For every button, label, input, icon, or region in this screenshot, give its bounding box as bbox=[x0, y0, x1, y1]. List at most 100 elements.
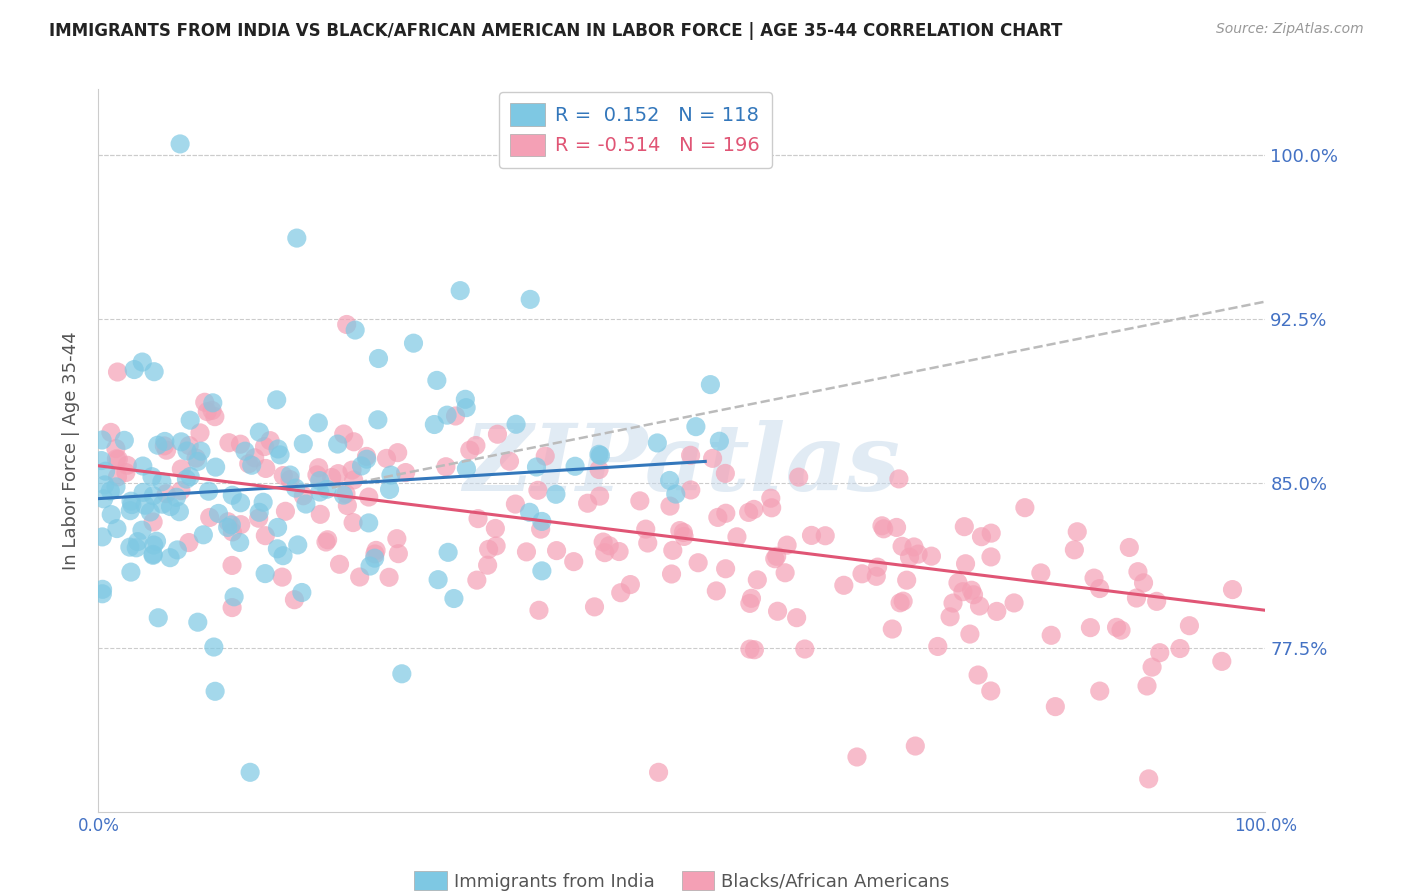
Point bbox=[534, 449, 557, 463]
Point bbox=[254, 461, 277, 475]
Point bbox=[387, 547, 409, 561]
Point bbox=[156, 443, 179, 458]
Point bbox=[316, 533, 339, 547]
Point bbox=[744, 642, 766, 657]
Point bbox=[132, 485, 155, 500]
Point bbox=[562, 555, 585, 569]
Point bbox=[742, 502, 765, 516]
Point bbox=[91, 530, 114, 544]
Text: IMMIGRANTS FROM INDIA VS BLACK/AFRICAN AMERICAN IN LABOR FORCE | AGE 35-44 CORRE: IMMIGRANTS FROM INDIA VS BLACK/AFRICAN A… bbox=[49, 22, 1063, 40]
Point bbox=[356, 450, 378, 464]
Point bbox=[125, 541, 148, 555]
Point bbox=[187, 454, 209, 468]
Point bbox=[229, 517, 252, 532]
Point bbox=[588, 462, 610, 476]
Point bbox=[104, 480, 127, 494]
Point bbox=[177, 535, 200, 549]
Point bbox=[907, 547, 929, 561]
Point bbox=[846, 750, 869, 764]
Point bbox=[765, 549, 787, 564]
Point bbox=[1109, 623, 1132, 637]
Point bbox=[1146, 594, 1168, 608]
Point bbox=[647, 436, 669, 450]
Text: ZIPatlas: ZIPatlas bbox=[464, 420, 900, 510]
Point bbox=[221, 600, 243, 615]
Point bbox=[340, 463, 363, 477]
Point bbox=[952, 584, 974, 599]
Point bbox=[387, 445, 409, 459]
Point bbox=[865, 569, 887, 583]
Point bbox=[391, 666, 413, 681]
Point bbox=[1137, 772, 1160, 786]
Point bbox=[1168, 641, 1191, 656]
Point bbox=[668, 524, 690, 538]
Point bbox=[456, 401, 478, 415]
Point bbox=[1083, 571, 1105, 585]
Point bbox=[515, 545, 537, 559]
Point bbox=[709, 434, 731, 449]
Point bbox=[308, 460, 330, 475]
Point bbox=[332, 488, 354, 502]
Point bbox=[350, 458, 373, 473]
Point bbox=[233, 444, 256, 458]
Point bbox=[146, 438, 169, 452]
Point bbox=[328, 558, 350, 572]
Point bbox=[266, 520, 288, 534]
Point bbox=[589, 449, 612, 463]
Text: Source: ZipAtlas.com: Source: ZipAtlas.com bbox=[1216, 22, 1364, 37]
Point bbox=[714, 506, 737, 520]
Point bbox=[662, 543, 685, 558]
Point bbox=[395, 466, 418, 480]
Point bbox=[449, 284, 471, 298]
Point bbox=[120, 494, 142, 508]
Point bbox=[204, 460, 226, 475]
Point bbox=[142, 489, 165, 503]
Point bbox=[1211, 654, 1233, 668]
Point bbox=[423, 417, 446, 432]
Point bbox=[98, 483, 121, 498]
Point bbox=[252, 495, 274, 509]
Point bbox=[176, 444, 198, 458]
Point bbox=[271, 570, 294, 584]
Point bbox=[702, 451, 724, 466]
Point bbox=[546, 543, 568, 558]
Point bbox=[485, 539, 508, 553]
Point bbox=[891, 594, 914, 608]
Point bbox=[121, 498, 143, 512]
Point bbox=[960, 583, 983, 598]
Point bbox=[131, 523, 153, 537]
Point bbox=[100, 425, 122, 440]
Point bbox=[456, 461, 478, 475]
Point bbox=[980, 526, 1002, 541]
Point bbox=[91, 582, 114, 597]
Point bbox=[953, 519, 976, 533]
Point bbox=[747, 573, 769, 587]
Point bbox=[679, 483, 702, 497]
Point bbox=[142, 547, 165, 561]
Point bbox=[335, 486, 357, 500]
Point bbox=[740, 591, 762, 606]
Point bbox=[530, 522, 553, 536]
Point bbox=[364, 547, 387, 561]
Point bbox=[336, 499, 359, 513]
Point bbox=[166, 543, 188, 558]
Point bbox=[155, 486, 177, 500]
Point bbox=[505, 497, 527, 511]
Point bbox=[364, 543, 387, 558]
Point bbox=[267, 442, 290, 456]
Point bbox=[793, 642, 815, 657]
Point bbox=[688, 556, 710, 570]
Point bbox=[970, 530, 993, 544]
Point bbox=[184, 451, 207, 466]
Point bbox=[458, 443, 481, 458]
Point bbox=[363, 551, 385, 566]
Point bbox=[896, 573, 918, 587]
Point bbox=[271, 549, 294, 563]
Point bbox=[343, 473, 366, 487]
Point bbox=[239, 765, 262, 780]
Point bbox=[344, 323, 367, 337]
Point bbox=[336, 318, 359, 332]
Legend: R =  0.152   N = 118, R = -0.514   N = 196: R = 0.152 N = 118, R = -0.514 N = 196 bbox=[499, 92, 772, 168]
Point bbox=[202, 640, 225, 654]
Point bbox=[714, 467, 737, 481]
